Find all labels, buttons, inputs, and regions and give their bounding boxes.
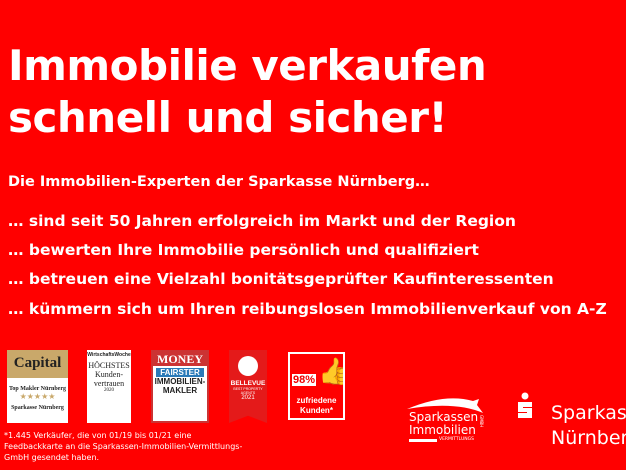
satisfaction-percent: 98% [292, 374, 317, 386]
roof-icon [407, 398, 483, 413]
wiwo-badge: WirtschaftsWoche HÖCHSTES Kunden-vertrau… [87, 350, 131, 423]
sparkasse-logo: Sparkasse Nürnberg [516, 392, 626, 449]
headline-line1: Immobilie verkaufen [8, 41, 487, 90]
headline: Immobilie verkaufen schnell und sicher! [8, 40, 487, 144]
stars-icon: ★★★★★ [19, 392, 56, 401]
money-line2: IMMOBILIEN-MAKLER [154, 377, 206, 395]
globe-icon [238, 356, 258, 376]
wiwo-title: HÖCHSTES Kunden-vertrauen [88, 361, 130, 388]
immobilien-line2: Immobilien [409, 423, 476, 437]
intro-text: Die Immobilien-Experten der Sparkasse Nü… [8, 174, 430, 190]
capital-badge: Capital Top Makler Nürnberg ★★★★★ Sparka… [7, 350, 68, 423]
bellevue-year: 2021 [241, 395, 255, 401]
satisfaction-badge: 98% 👍 zufriedene Kunden* [288, 352, 345, 420]
headline-line2: schnell und sicher! [8, 93, 448, 142]
bullet-2: … bewerten Ihre Immobilie persönlich und… [8, 241, 479, 259]
bellevue-line: BEST PROPERTY AGENTS [233, 387, 263, 395]
wiwo-brand: WirtschaftsWoche [87, 352, 131, 358]
bullet-4: … kümmern sich um Ihren reibungslosen Im… [8, 300, 607, 318]
thumbs-up-icon: 👍 [318, 357, 343, 385]
sparkasse-s-icon [518, 392, 532, 418]
immobilien-line1: Sparkassen [409, 410, 479, 424]
capital-title: Top Makler Nürnberg [8, 386, 66, 392]
immobilien-sub: VERMITTLUNGS [439, 437, 474, 442]
money-line1: FAIRSTER [156, 368, 204, 377]
sparkasse-line1: Sparkasse [551, 402, 626, 424]
sparkasse-line2: Nürnberg [551, 427, 626, 449]
money-badge: MONEY FAIRSTER IMMOBILIEN-MAKLER [151, 350, 209, 423]
bellevue-badge: BELLEVUE BEST PROPERTY AGENTS 2021 [229, 350, 267, 423]
money-brand: MONEY [153, 352, 207, 366]
bullet-3: … betreuen eine Vielzahl bonitätsgeprüft… [8, 270, 554, 288]
wiwo-year: 2020 [104, 388, 114, 393]
capital-name: Sparkasse Nürnberg [11, 405, 64, 411]
bullet-1: … sind seit 50 Jahren erfolgreich im Mar… [8, 212, 516, 230]
logo-bar [409, 439, 437, 442]
footnote: *1.445 Verkäufer, die von 01/19 bis 01/2… [4, 431, 243, 462]
immobilien-gmbh: GMBH [479, 415, 484, 428]
capital-brand: Capital [7, 350, 68, 378]
bellevue-brand: BELLEVUE [230, 380, 266, 387]
sparkassen-immobilien-logo: Sparkassen Immobilien GMBH VERMITTLUNGS [405, 395, 490, 450]
satisfaction-label: zufriedene Kunden* [296, 396, 337, 415]
